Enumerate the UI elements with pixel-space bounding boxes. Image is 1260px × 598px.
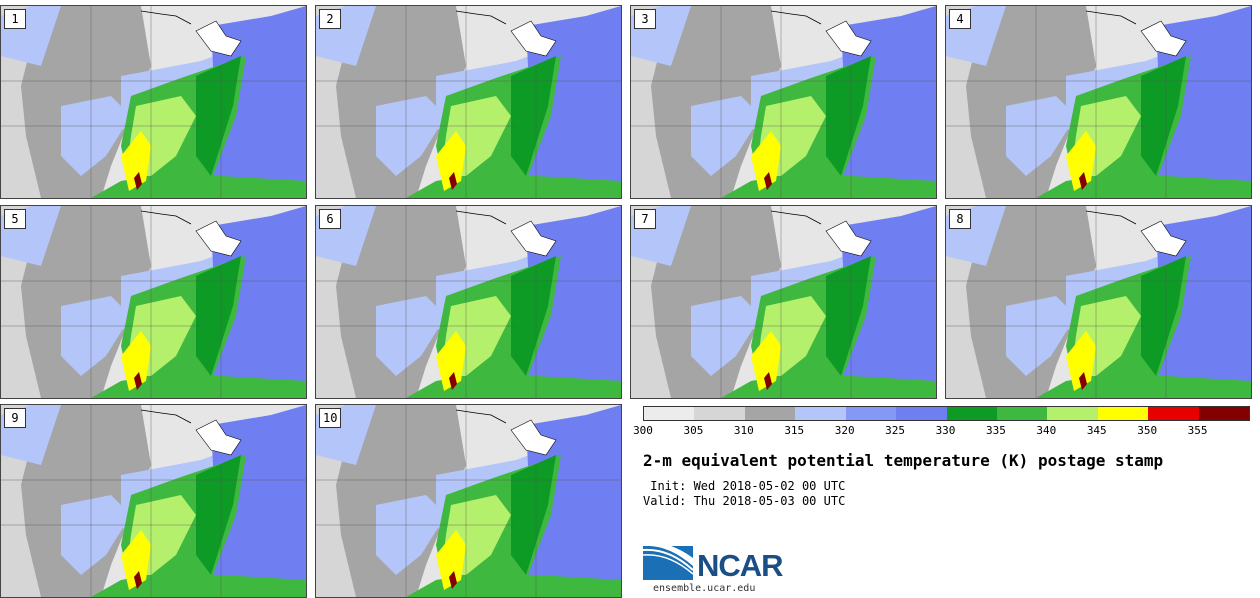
theta-e-map <box>631 206 936 398</box>
theta-e-map <box>946 6 1251 198</box>
ncar-logo-icon <box>643 541 694 580</box>
figure-title: 2-m equivalent potential temperature (K)… <box>643 451 1164 470</box>
postage-stamp-panel: 1 <box>0 5 307 199</box>
colorbar-segment <box>1148 407 1199 420</box>
theta-e-map <box>316 6 621 198</box>
colorbar <box>643 406 1250 421</box>
colorbar-segment <box>845 407 897 420</box>
panel-number-label: 2 <box>319 9 341 29</box>
colorbar-tick-label: 305 <box>683 424 704 437</box>
colorbar-segment <box>694 407 745 420</box>
colorbar-segment <box>644 407 695 420</box>
panel-number-label: 6 <box>319 209 341 229</box>
colorbar-segment <box>1097 407 1149 420</box>
theta-e-map <box>316 206 621 398</box>
panel-number-label: 8 <box>949 209 971 229</box>
postage-stamp-panel: 5 <box>0 205 307 399</box>
panel-number-label: 10 <box>319 408 342 428</box>
panel-number-label: 4 <box>949 9 971 29</box>
postage-stamp-panel: 7 <box>630 205 937 399</box>
colorbar-segment <box>744 407 796 420</box>
theta-e-map <box>1 206 306 398</box>
postage-stamp-panel: 3 <box>630 5 937 199</box>
panel-number-label: 5 <box>4 209 26 229</box>
colorbar-tick-labels: 300 305 310 315 320 325 330 335 340 345 350 355 <box>633 424 1248 438</box>
postage-stamp-panel: 2 <box>315 5 622 199</box>
colorbar-tick-label: 330 <box>935 424 956 437</box>
postage-stamp-panel: 10 <box>315 404 622 598</box>
colorbar-tick-label: 355 <box>1187 424 1208 437</box>
panel-number-label: 9 <box>4 408 26 428</box>
colorbar-segment <box>795 407 846 420</box>
theta-e-map <box>946 206 1251 398</box>
colorbar-tick-label: 315 <box>784 424 805 437</box>
colorbar-tick-label: 300 <box>633 424 653 437</box>
postage-stamp-panel: 6 <box>315 205 622 399</box>
theta-e-map <box>316 405 621 597</box>
valid-time: Valid: Thu 2018-05-03 00 UTC <box>643 494 846 508</box>
colorbar-segment <box>896 407 947 420</box>
colorbar-tick-label: 345 <box>1086 424 1107 437</box>
colorbar-segment <box>946 407 997 420</box>
postage-stamp-panel: 4 <box>945 5 1252 199</box>
colorbar-tick-label: 310 <box>733 424 754 437</box>
site-url: ensemble.ucar.edu <box>653 583 756 594</box>
colorbar-tick-label: 325 <box>885 424 906 437</box>
postage-stamp-panel: 9 <box>0 404 307 598</box>
theta-e-map <box>1 6 306 198</box>
theta-e-map <box>1 405 306 597</box>
postage-stamp-panel: 8 <box>945 205 1252 399</box>
theta-e-map <box>631 6 936 198</box>
colorbar-tick-label: 335 <box>985 424 1006 437</box>
init-time: Init: Wed 2018-05-02 00 UTC <box>643 479 846 493</box>
colorbar-segment <box>1047 407 1098 420</box>
panel-number-label: 3 <box>634 9 656 29</box>
ncar-logo-text: NCAR <box>697 548 784 583</box>
panel-number-label: 1 <box>4 9 26 29</box>
colorbar-tick-label: 320 <box>834 424 855 437</box>
panel-number-label: 7 <box>634 209 656 229</box>
colorbar-tick-label: 350 <box>1137 424 1158 437</box>
colorbar-segment <box>996 407 1048 420</box>
colorbar-segment <box>1198 407 1250 420</box>
colorbar-tick-label: 340 <box>1036 424 1057 437</box>
